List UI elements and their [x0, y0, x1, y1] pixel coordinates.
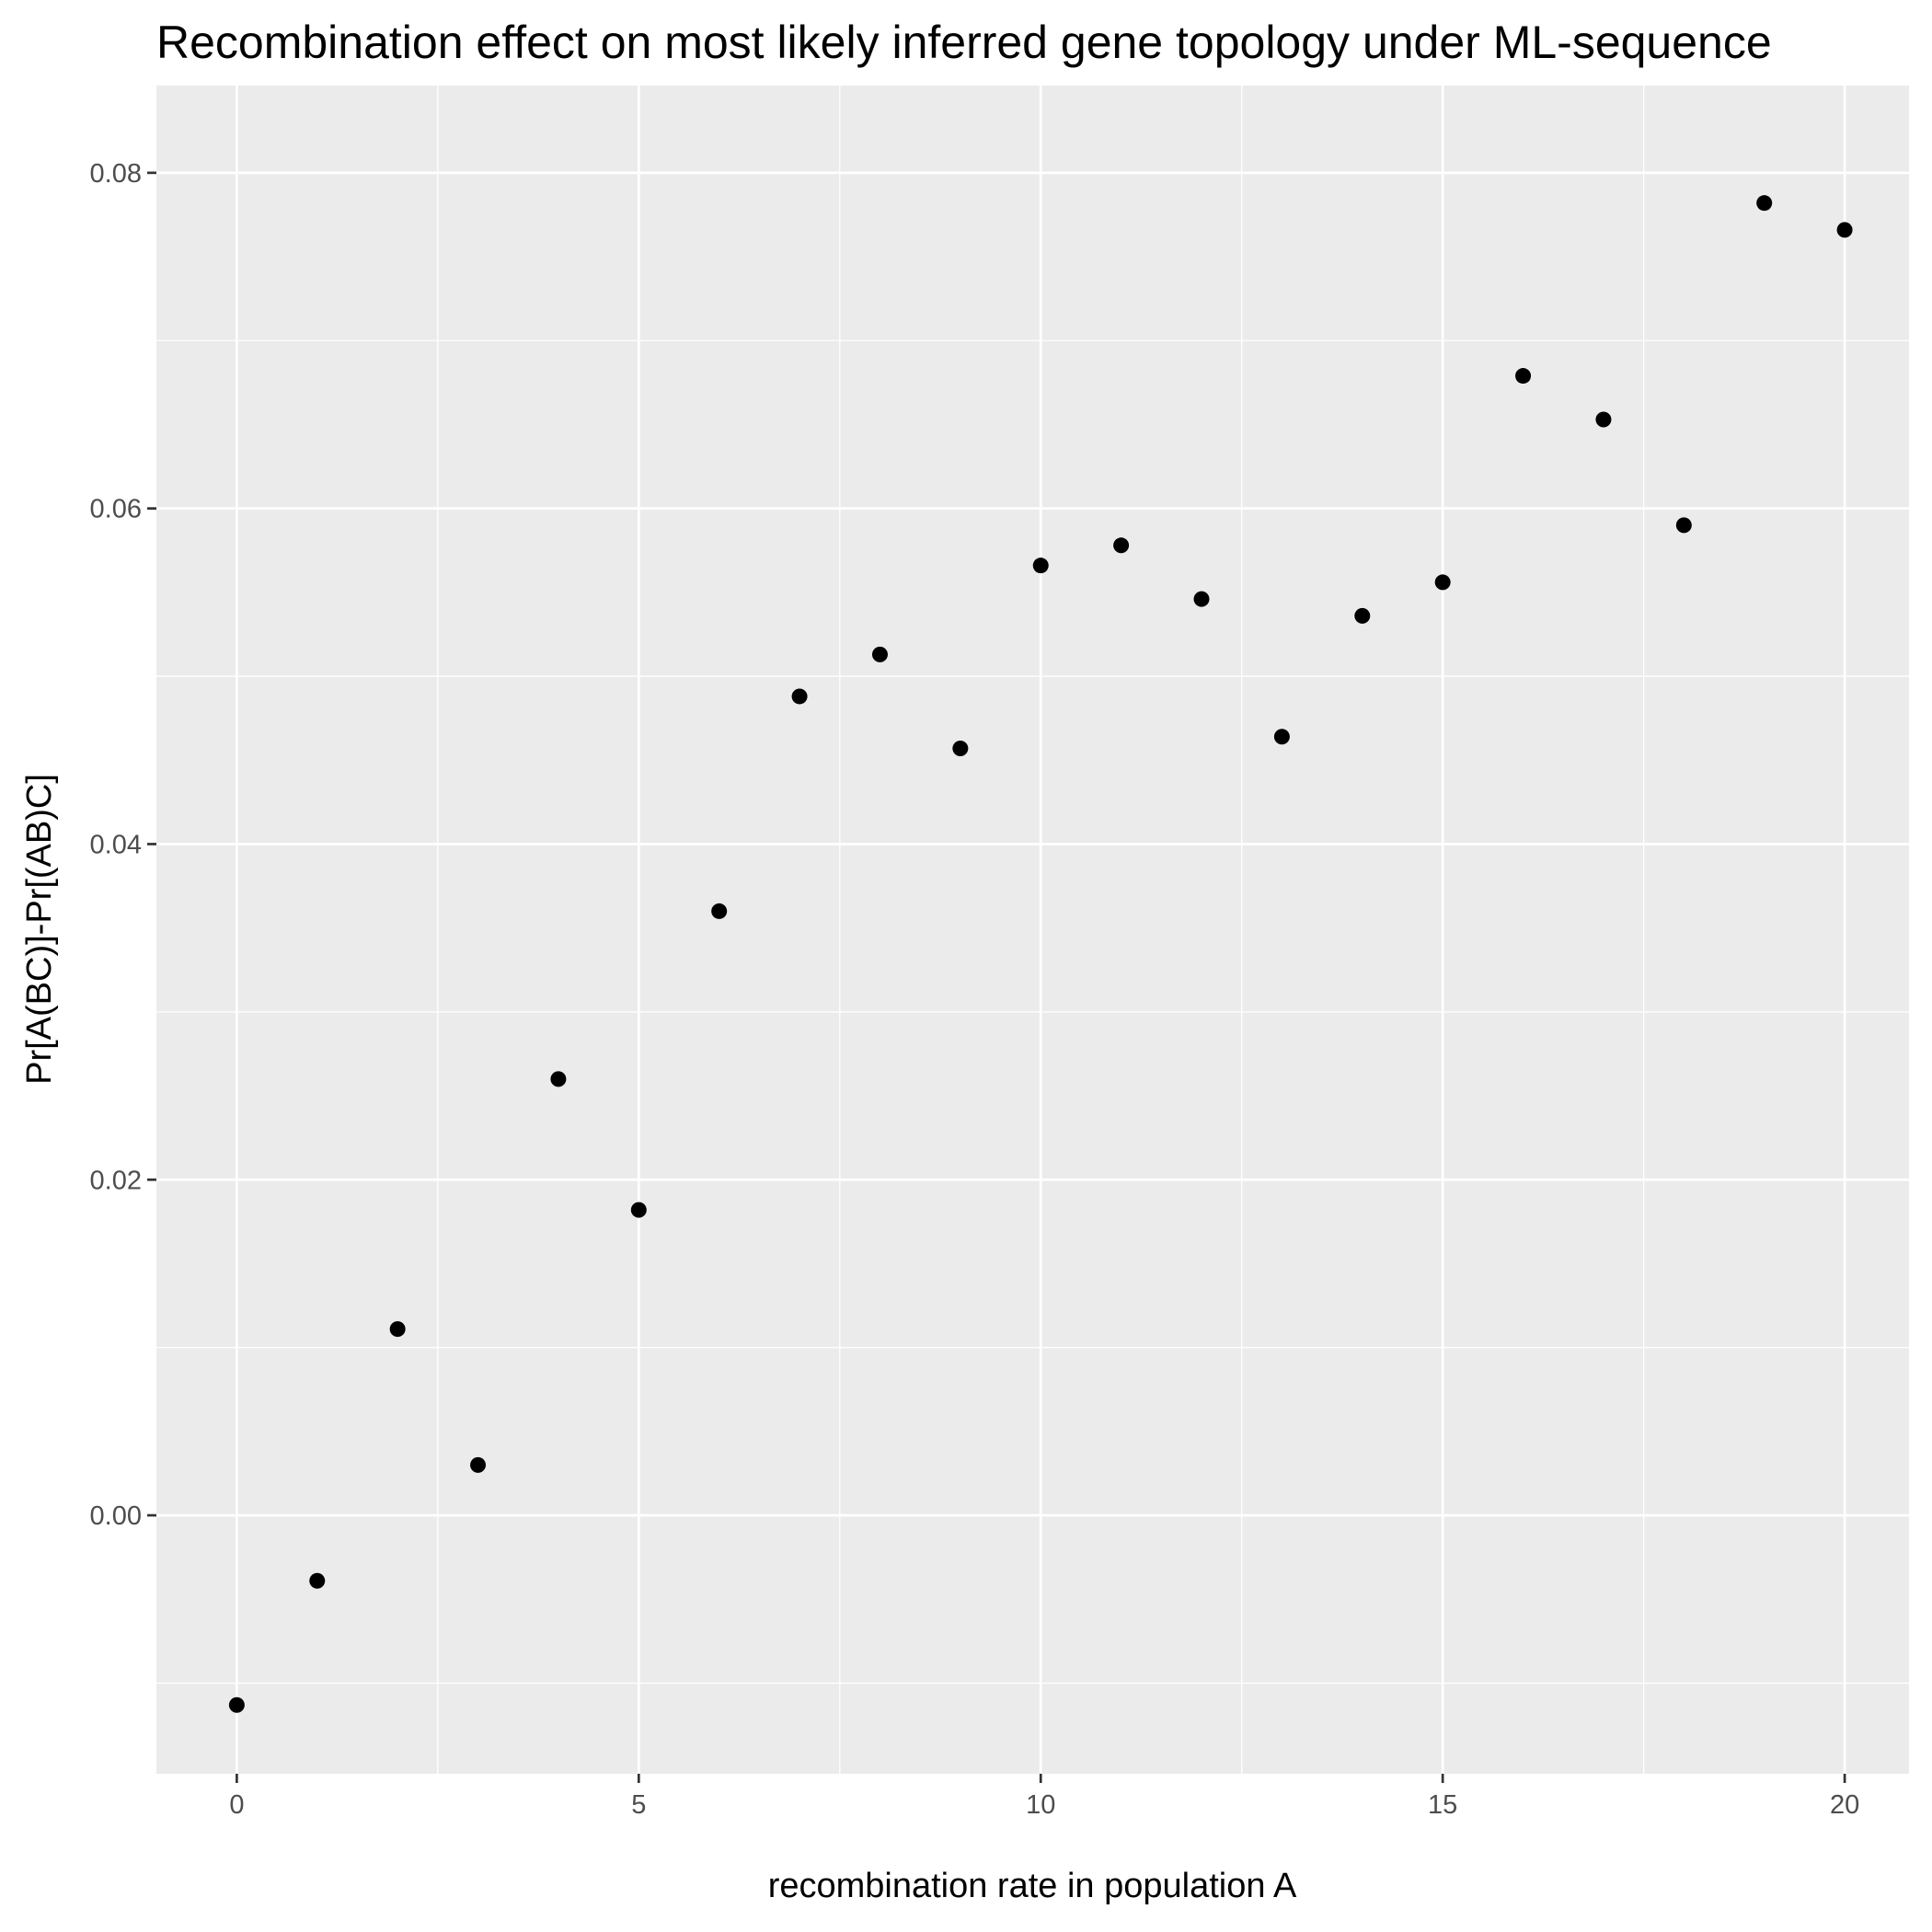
minor-gridlines — [156, 86, 1909, 1774]
data-point — [1675, 517, 1692, 534]
data-point — [1595, 411, 1612, 428]
x-tick-label: 0 — [229, 1790, 244, 1820]
data-point — [228, 1696, 245, 1713]
major-gridlines — [156, 86, 1909, 1774]
plot-panel — [156, 86, 1909, 1774]
data-point — [711, 903, 728, 919]
data-point — [389, 1321, 406, 1338]
data-point — [309, 1572, 326, 1589]
x-axis: 0 5 10 15 20 — [229, 1774, 1859, 1820]
data-point — [1354, 607, 1371, 624]
data-points — [228, 195, 1853, 1713]
x-tick-label: 10 — [1026, 1790, 1055, 1820]
data-point — [871, 646, 888, 662]
data-point — [1515, 368, 1532, 385]
data-point — [630, 1202, 647, 1218]
y-tick-label: 0.08 — [90, 159, 142, 189]
data-point — [1113, 537, 1130, 554]
data-point — [1756, 195, 1773, 212]
y-tick-label: 0.04 — [90, 830, 142, 859]
x-tick-label: 20 — [1830, 1790, 1859, 1820]
y-tick-label: 0.00 — [90, 1501, 142, 1531]
data-point — [1193, 591, 1210, 607]
data-point — [1836, 222, 1853, 238]
data-point — [1434, 574, 1451, 591]
data-point — [791, 688, 808, 705]
data-point — [470, 1456, 487, 1473]
data-point — [1032, 558, 1049, 574]
y-axis-title: Pr[A(BC)]-Pr[(AB)C] — [20, 774, 59, 1085]
chart-title: Recombination effect on most likely infe… — [156, 17, 1772, 68]
x-axis-title: recombination rate in population A — [768, 1867, 1297, 1905]
y-axis: 0.00 0.02 0.04 0.06 0.08 — [90, 159, 156, 1531]
data-point — [1273, 729, 1290, 745]
x-tick-label: 5 — [631, 1790, 646, 1820]
y-tick-label: 0.06 — [90, 495, 142, 524]
data-point — [952, 741, 969, 757]
x-tick-label: 15 — [1428, 1790, 1457, 1820]
data-point — [550, 1071, 567, 1087]
y-tick-label: 0.02 — [90, 1166, 142, 1195]
